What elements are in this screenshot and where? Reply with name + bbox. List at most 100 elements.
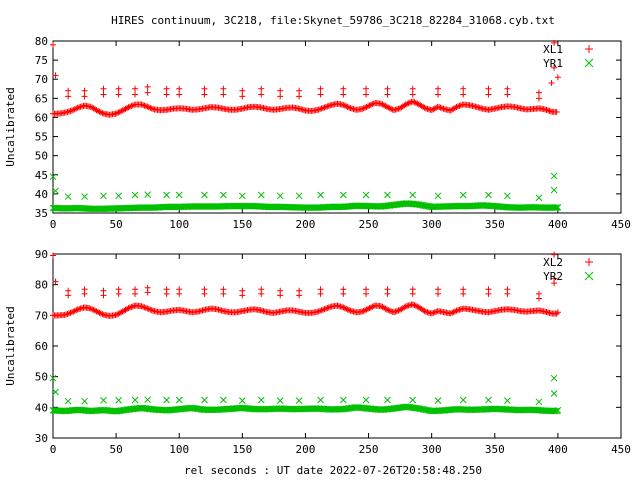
data-point	[71, 106, 78, 113]
data-point	[550, 390, 558, 397]
series-xl2	[50, 251, 561, 319]
legend-marker	[585, 258, 593, 266]
data-point	[391, 309, 398, 316]
y-tick-label: 40	[35, 401, 48, 414]
data-point	[317, 85, 324, 92]
data-point	[437, 104, 444, 111]
data-point	[401, 304, 408, 311]
data-point	[131, 191, 139, 199]
data-point	[126, 103, 133, 110]
data-point	[364, 103, 371, 110]
data-point	[52, 388, 59, 396]
data-point	[436, 104, 443, 111]
data-point	[434, 290, 441, 297]
data-point	[411, 302, 418, 309]
data-point	[163, 396, 170, 404]
data-point	[115, 109, 122, 116]
data-point	[386, 307, 393, 314]
data-point	[411, 99, 418, 106]
data-point	[277, 93, 284, 100]
data-point	[341, 305, 348, 312]
data-point	[81, 87, 88, 94]
data-point	[296, 87, 303, 94]
data-point	[89, 306, 96, 313]
data-point	[64, 310, 71, 317]
data-point	[457, 102, 464, 109]
data-point	[421, 104, 428, 111]
data-point	[402, 101, 409, 108]
series-yr1	[49, 172, 562, 213]
data-point	[554, 74, 561, 81]
x-tick-label: 0	[50, 218, 57, 231]
data-point	[63, 311, 70, 318]
data-point	[362, 104, 369, 111]
data-point	[384, 191, 391, 199]
data-point	[239, 93, 246, 100]
data-point	[456, 102, 463, 109]
data-point	[126, 304, 133, 311]
data-point	[163, 85, 170, 92]
data-point	[74, 306, 81, 313]
data-point	[97, 109, 104, 116]
data-point	[317, 191, 324, 199]
data-point	[430, 309, 437, 316]
data-point	[138, 303, 145, 310]
data-point	[553, 310, 560, 317]
data-point	[544, 107, 551, 114]
data-point	[431, 309, 438, 316]
data-point	[551, 275, 558, 282]
data-point	[239, 87, 246, 94]
data-point	[115, 91, 122, 98]
data-point	[175, 396, 183, 404]
x-tick-label: 50	[109, 218, 122, 231]
data-point	[504, 91, 511, 98]
y-tick-label: 65	[35, 92, 48, 105]
data-point	[68, 107, 75, 114]
x-tick-label: 150	[232, 218, 252, 231]
data-point	[295, 397, 303, 404]
data-point	[315, 106, 322, 113]
data-point	[543, 106, 550, 113]
y-tick-label: 50	[35, 371, 48, 384]
data-point	[459, 191, 467, 199]
data-point	[144, 289, 151, 296]
data-point	[409, 85, 416, 92]
data-point	[144, 89, 151, 96]
data-point	[141, 102, 148, 109]
data-point	[504, 85, 511, 92]
data-point	[535, 194, 543, 202]
legend-label: YR1	[543, 57, 563, 70]
data-point	[276, 397, 284, 404]
data-point	[449, 309, 456, 316]
data-point	[163, 290, 170, 297]
data-point	[359, 308, 366, 315]
data-point	[238, 397, 246, 404]
data-point	[546, 107, 553, 114]
data-point	[99, 311, 106, 318]
data-point	[52, 187, 59, 195]
data-point	[412, 99, 419, 106]
series-xl1	[50, 39, 561, 118]
plot-frame	[52, 40, 622, 214]
legend-label: XL1	[543, 43, 563, 56]
data-point	[128, 303, 135, 310]
data-point	[343, 305, 350, 312]
data-point	[139, 303, 146, 310]
data-point	[388, 105, 395, 112]
data-point	[548, 80, 555, 87]
data-point	[386, 105, 393, 112]
data-point	[319, 105, 326, 112]
data-point	[116, 108, 123, 115]
data-point	[367, 101, 374, 108]
data-point	[100, 192, 107, 200]
y-tick-label: 90	[35, 248, 48, 261]
data-point	[324, 305, 331, 312]
data-point	[50, 41, 56, 48]
data-point	[201, 290, 208, 297]
data-point	[340, 85, 347, 92]
data-point	[363, 290, 370, 297]
data-point	[296, 292, 303, 299]
data-point	[317, 290, 324, 297]
bottom-panel: 0 50 100 150 200 250 300 350 400 450 30 40 50 60 70 80 9…	[4, 248, 631, 456]
